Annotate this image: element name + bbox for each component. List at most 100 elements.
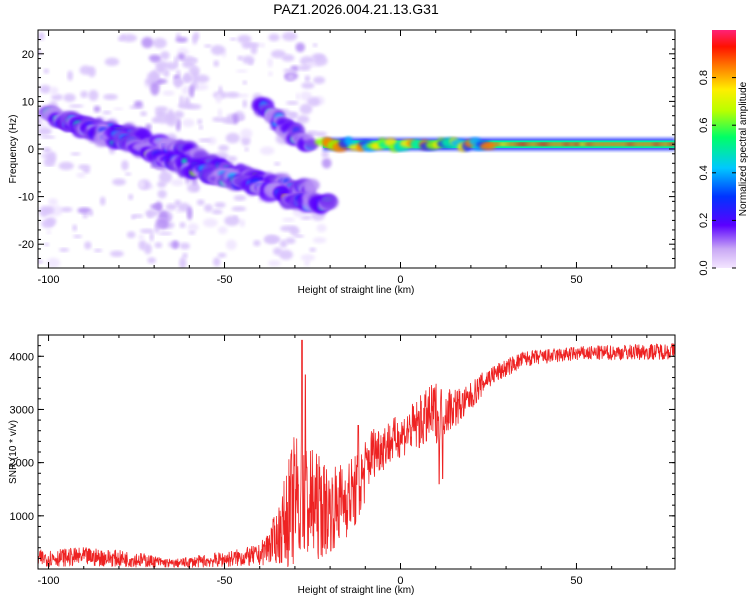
spectrogram-xlabel: Height of straight line (km): [298, 285, 415, 296]
noise-blob: [233, 215, 238, 219]
noise-blob: [40, 135, 56, 139]
noise-blob: [93, 105, 101, 113]
noise-blob: [188, 84, 195, 98]
noise-blob: [140, 111, 148, 117]
noise-blob: [316, 224, 327, 233]
noise-blob: [80, 90, 89, 99]
noise-blob: [38, 32, 45, 41]
noise-blob: [43, 163, 56, 167]
noise-blob: [138, 180, 145, 189]
snr-ylabel: SNR (10 * v/v): [8, 420, 19, 484]
noise-blob: [197, 118, 203, 125]
noise-blob: [179, 242, 191, 250]
spec-ytick-label: -10: [18, 192, 34, 204]
noise-blob: [244, 147, 249, 152]
noise-blob: [131, 214, 144, 218]
noise-blob: [229, 37, 237, 41]
noise-blob: [60, 206, 73, 213]
noise-blob: [47, 151, 57, 163]
noise-blob: [158, 171, 173, 184]
noise-blob: [179, 257, 187, 268]
noise-blob: [103, 93, 118, 101]
noise-blob: [154, 242, 163, 249]
noise-blob: [93, 248, 103, 253]
noise-blob: [268, 71, 273, 77]
noise-blob: [39, 84, 51, 94]
snr-xtick-label: 50: [570, 575, 582, 587]
noise-blob: [240, 128, 253, 139]
snr-ytick-label: 3000: [10, 404, 34, 416]
snr-xlabel: Height of straight line (km): [298, 585, 415, 596]
noise-blob: [300, 215, 313, 220]
noise-blob: [51, 94, 63, 101]
noise-blob: [182, 252, 188, 259]
noise-blob: [198, 138, 212, 143]
noise-blob: [43, 205, 54, 215]
colorbar-tick-label: 0.6: [698, 118, 710, 133]
noise-blob: [84, 241, 92, 250]
ridge-halo-lower: [320, 194, 339, 210]
noise-blob: [232, 113, 239, 125]
noise-blob: [181, 74, 194, 83]
noise-blob: [73, 234, 82, 239]
noise-blob: [155, 65, 166, 75]
noise-blob: [133, 100, 143, 108]
noise-blob: [304, 259, 310, 267]
snr-series-line: [38, 339, 675, 569]
noise-blob: [179, 95, 184, 108]
noise-blob: [179, 222, 186, 229]
noise-blob: [42, 147, 52, 154]
noise-blob: [204, 44, 212, 48]
noise-blob: [213, 60, 220, 67]
snr-xtick-label: -50: [217, 575, 233, 587]
noise-blob: [235, 69, 248, 73]
noise-blob: [165, 203, 177, 211]
noise-blob: [174, 199, 182, 207]
colorbar-label: Normalized spectral amplitude: [738, 81, 749, 216]
spec-ytick-label: 0: [28, 144, 34, 156]
noise-blob: [183, 96, 191, 108]
noise-blob: [78, 164, 91, 170]
noise-blob: [203, 218, 218, 228]
colorbar-tick-label: 0.0: [698, 260, 710, 275]
noise-blob: [141, 36, 154, 49]
noise-blob: [47, 198, 59, 206]
noise-blob: [138, 234, 145, 240]
noise-blob: [128, 194, 134, 200]
noise-blob: [113, 107, 124, 111]
noise-blob: [175, 36, 188, 43]
noise-blob: [87, 66, 96, 78]
noise-blob: [212, 257, 221, 267]
noise-blob: [312, 43, 318, 47]
spec-xtick-label: 50: [570, 274, 582, 286]
noise-blob: [239, 219, 246, 228]
noise-blob: [150, 203, 161, 210]
noise-blob: [172, 240, 179, 249]
noise-blob: [301, 82, 315, 89]
noise-blob: [126, 231, 136, 239]
noise-blob: [309, 247, 317, 252]
snr-axes: -100 -50 0 50 1000 2000 3000 4000: [10, 334, 675, 587]
noise-blob: [321, 150, 329, 158]
noise-blob: [38, 122, 49, 128]
noise-blob: [237, 93, 249, 98]
noise-blob: [67, 70, 73, 81]
noise-blob: [222, 118, 234, 124]
noise-blob: [68, 104, 84, 108]
noise-blob: [281, 54, 295, 62]
noise-blob: [285, 101, 299, 105]
noise-blob: [225, 239, 237, 251]
spec-ytick-label: 20: [22, 49, 34, 61]
noise-blob: [44, 242, 50, 247]
colorbar: 0.0 0.2 0.4 0.6 0.8 Normalized spectral ampl…: [698, 30, 749, 276]
noise-blob: [265, 235, 281, 243]
noise-blob: [253, 240, 261, 247]
noise-blob: [295, 42, 306, 53]
noise-blob: [285, 237, 296, 244]
colorbar-tick-label: 0.4: [698, 165, 710, 180]
noise-blob: [112, 178, 126, 186]
noise-blob: [295, 92, 300, 101]
spec-xtick-label: -50: [217, 274, 233, 286]
